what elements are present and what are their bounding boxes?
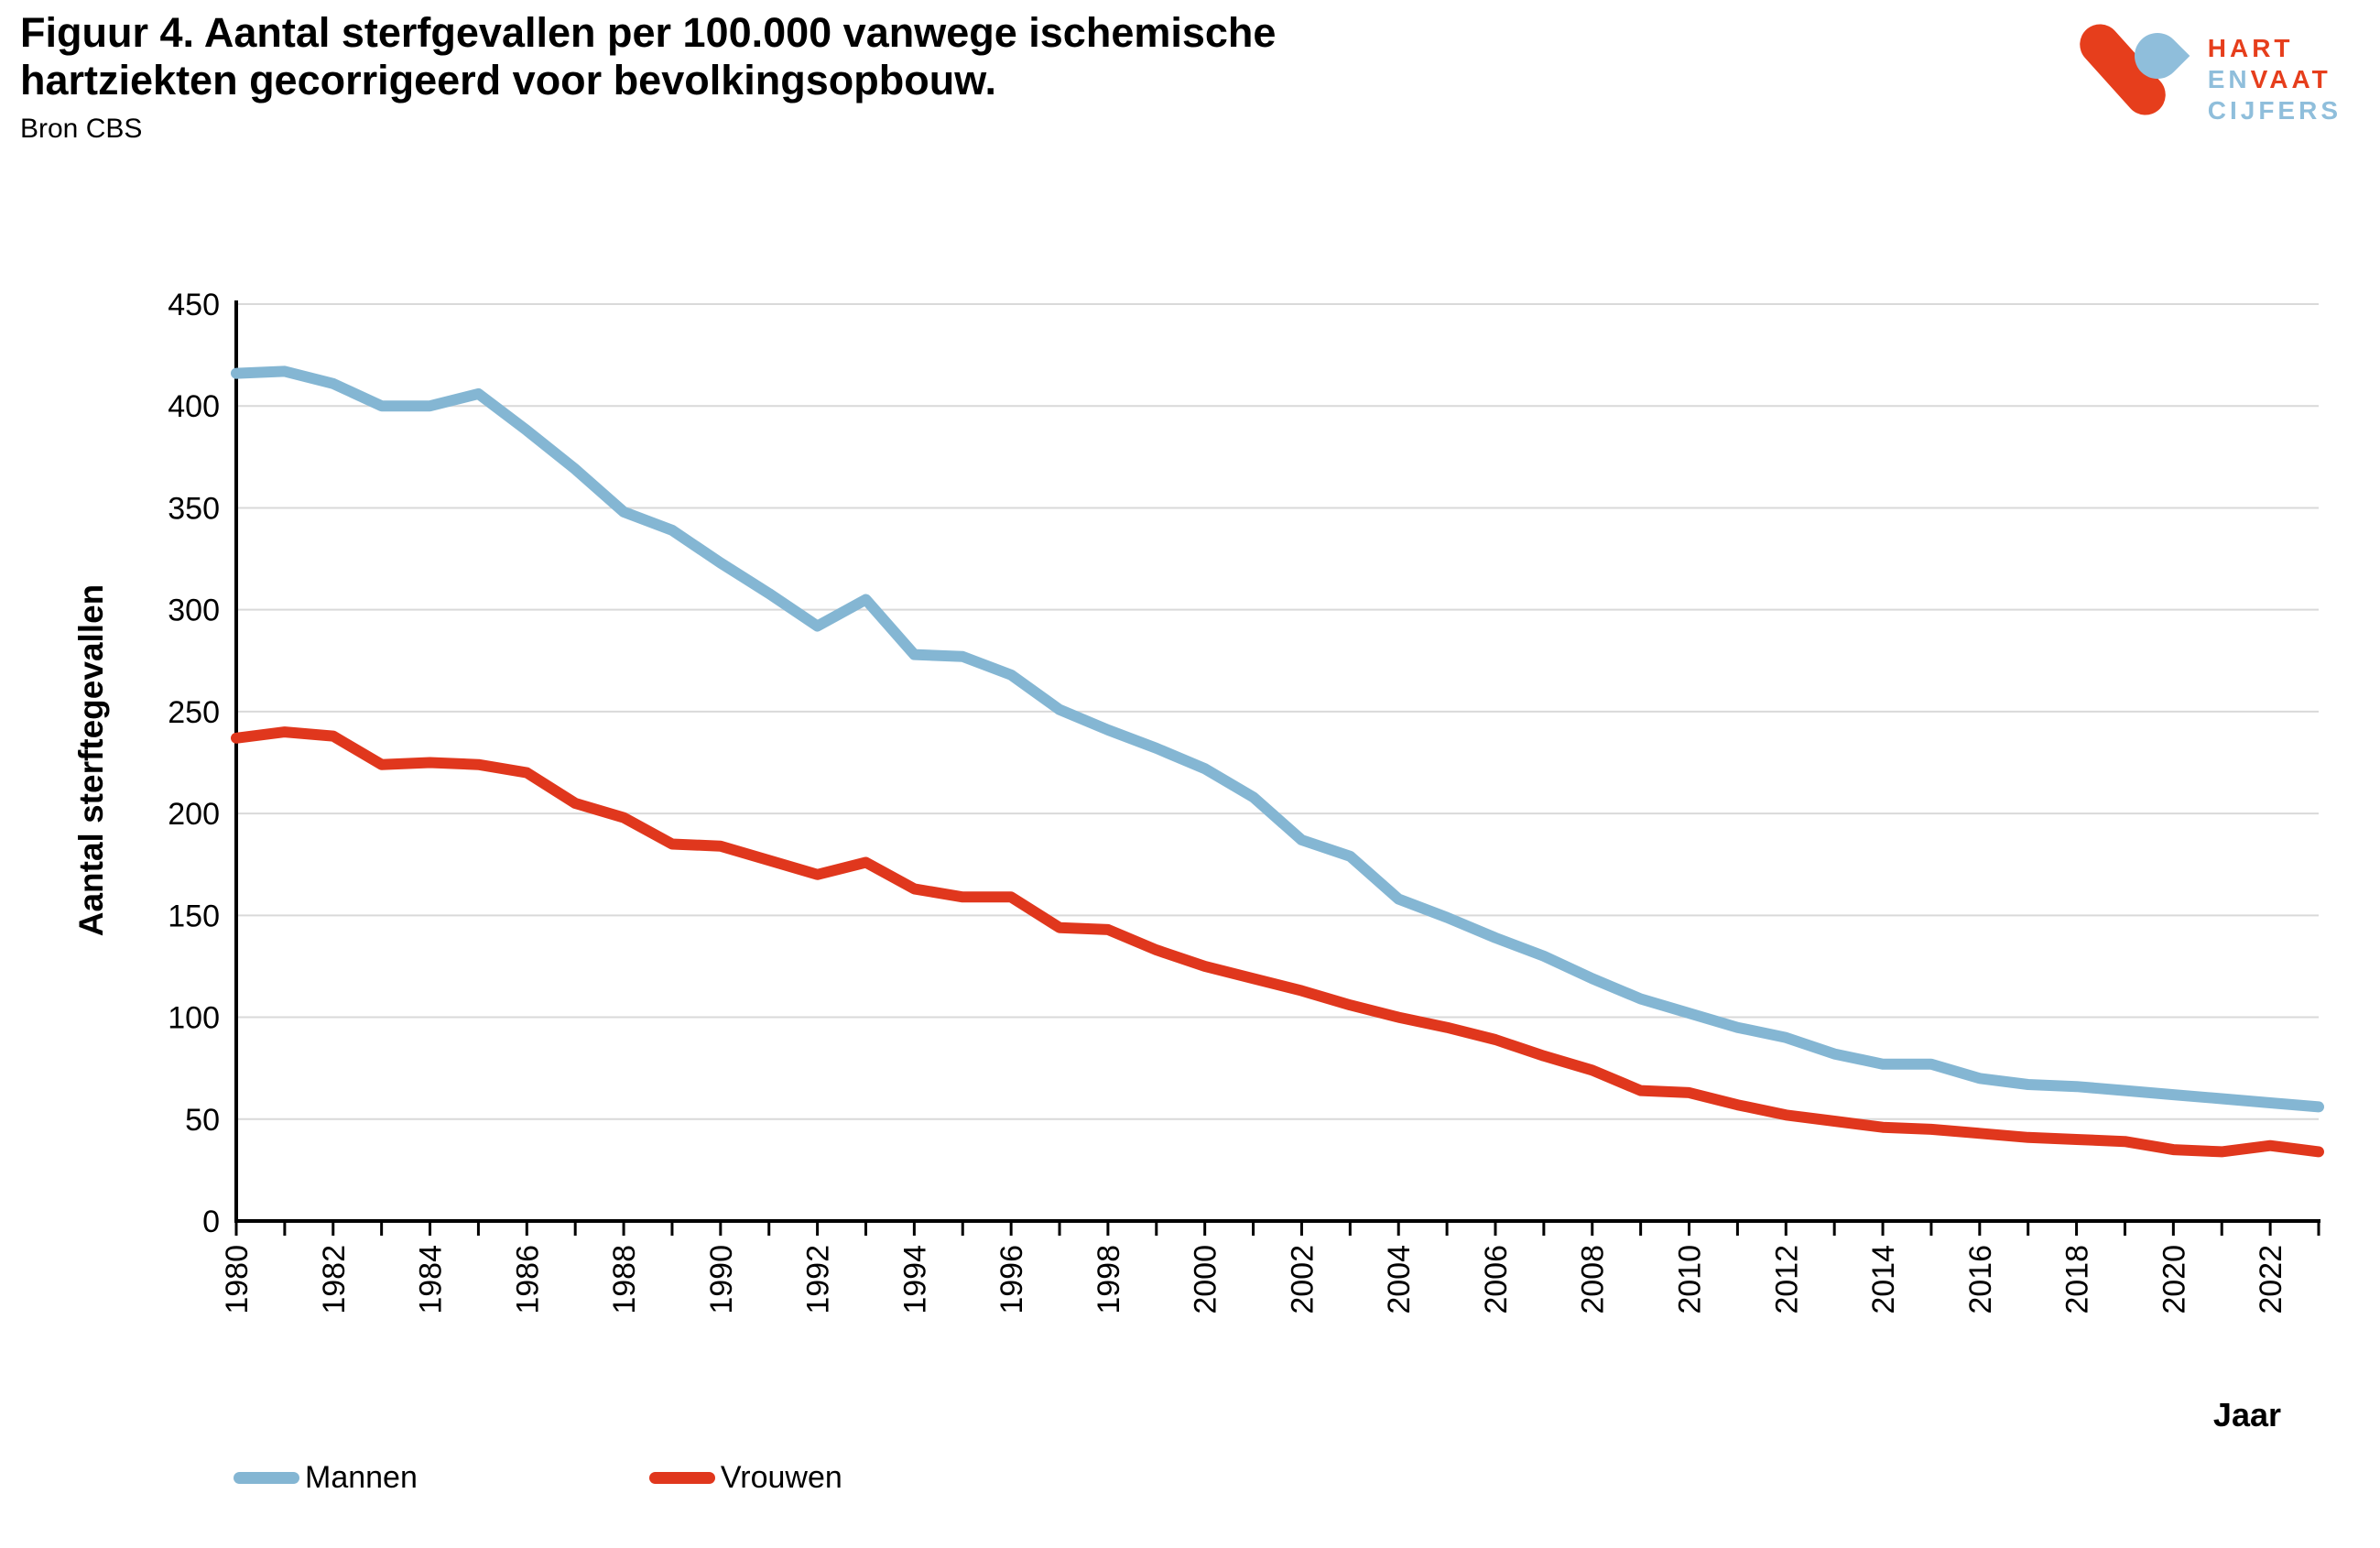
legend-item-mannen: Mannen bbox=[234, 1460, 418, 1496]
y-tick-label-200: 200 bbox=[168, 797, 220, 832]
logo-word-vaat: VAAT bbox=[2250, 65, 2331, 93]
x-tick-label-1984: 1984 bbox=[414, 1245, 449, 1314]
x-tick-label-2006: 2006 bbox=[1479, 1245, 1514, 1314]
x-tick-label-1982: 1982 bbox=[317, 1245, 352, 1314]
legend-item-vrouwen: Vrouwen bbox=[648, 1460, 842, 1496]
legend-label-mannen: Mannen bbox=[305, 1460, 418, 1495]
legend-label-vrouwen: Vrouwen bbox=[720, 1460, 842, 1495]
y-tick-label-100: 100 bbox=[168, 1001, 220, 1036]
logo-word-hart: HART bbox=[2207, 34, 2294, 62]
x-tick-label-2014: 2014 bbox=[1866, 1245, 1901, 1314]
y-tick-label-350: 350 bbox=[168, 491, 220, 526]
x-tick-label-1992: 1992 bbox=[801, 1245, 836, 1314]
y-tick-label-300: 300 bbox=[168, 594, 220, 628]
mannen-line-swatch bbox=[234, 1472, 299, 1484]
mannen-line bbox=[231, 365, 2324, 1113]
chart-legend: Mannen Vrouwen bbox=[234, 1460, 842, 1496]
title-line-2: hartziekten gecorrigeerd voor bevolkings… bbox=[20, 57, 997, 104]
y-tick-label-250: 250 bbox=[168, 695, 220, 730]
logo-word-en: EN bbox=[2207, 65, 2251, 93]
y-tick-label-450: 450 bbox=[168, 288, 220, 322]
vrouwen-line bbox=[231, 726, 2324, 1158]
hartenvaatcijfers-logo: HART ENVAAT CIJFERS bbox=[2070, 16, 2342, 126]
x-tick-label-1996: 1996 bbox=[994, 1245, 1029, 1314]
title-line-1: Figuur 4. Aantal sterfgevallen per 100.0… bbox=[20, 9, 1277, 56]
x-tick-label-1990: 1990 bbox=[704, 1245, 739, 1314]
x-tick-label-2000: 2000 bbox=[1189, 1245, 1223, 1314]
x-tick-label-1998: 1998 bbox=[1092, 1245, 1126, 1314]
x-tick-label-2002: 2002 bbox=[1285, 1245, 1320, 1314]
x-tick-label-2012: 2012 bbox=[1769, 1245, 1804, 1314]
x-tick-label-2020: 2020 bbox=[2157, 1245, 2191, 1314]
x-tick-label-2010: 2010 bbox=[1673, 1245, 1708, 1314]
x-tick-label-2022: 2022 bbox=[2254, 1245, 2288, 1314]
logo-word-cijfers: CIJFERS bbox=[2207, 96, 2342, 125]
x-tick-label-1986: 1986 bbox=[510, 1245, 545, 1314]
y-tick-label-150: 150 bbox=[168, 899, 220, 933]
x-tick-label-1980: 1980 bbox=[220, 1245, 255, 1314]
source-label: Bron CBS bbox=[20, 114, 143, 144]
logo-text: HART ENVAAT CIJFERS bbox=[2208, 26, 2342, 126]
x-tick-label-2004: 2004 bbox=[1382, 1245, 1417, 1314]
x-tick-label-2016: 2016 bbox=[1963, 1245, 1998, 1314]
x-tick-label-1988: 1988 bbox=[607, 1245, 642, 1314]
page-title: Figuur 4. Aantal sterfgevallen per 100.0… bbox=[20, 9, 1760, 104]
chart-header: Figuur 4. Aantal sterfgevallen per 100.0… bbox=[20, 9, 1760, 145]
x-tick-label-1994: 1994 bbox=[897, 1245, 932, 1314]
y-tick-label-400: 400 bbox=[168, 389, 220, 424]
y-tick-label-50: 50 bbox=[185, 1103, 220, 1138]
x-tick-label-2018: 2018 bbox=[2060, 1245, 2095, 1314]
x-tick-label-2008: 2008 bbox=[1576, 1245, 1611, 1314]
x-axis-title: Jaar bbox=[2212, 1396, 2281, 1434]
vrouwen-line-swatch bbox=[648, 1472, 715, 1484]
y-tick-label-0: 0 bbox=[202, 1205, 220, 1239]
